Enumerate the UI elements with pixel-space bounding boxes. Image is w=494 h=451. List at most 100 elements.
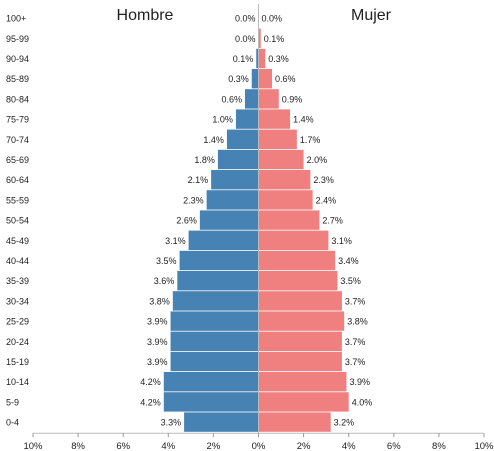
age-label-60-64: 60-64 — [6, 175, 29, 185]
bar-female-65-69 — [258, 149, 304, 170]
bar-female-10-14 — [258, 372, 347, 392]
age-label-0-4: 0-4 — [6, 418, 19, 428]
bar-female-45-49 — [258, 230, 329, 250]
female-value-label-10-14: 3.9% — [349, 377, 370, 387]
female-value-label-80-84: 0.9% — [282, 94, 303, 104]
bar-female-30-34 — [258, 291, 342, 311]
female-value-label-50-54: 2.7% — [322, 216, 343, 226]
bar-male-50-54 — [199, 210, 259, 230]
male-value-label-20-24: 3.9% — [147, 337, 168, 347]
male-value-label-15-19: 3.9% — [147, 357, 168, 367]
age-label-5-9: 5-9 — [6, 397, 19, 407]
male-value-label-10-14: 4.2% — [140, 377, 161, 387]
bar-female-75-79 — [258, 109, 291, 129]
age-label-50-54: 50-54 — [6, 216, 29, 226]
bar-female-0-4 — [258, 412, 331, 432]
x-tick-label-3: 4% — [161, 441, 175, 451]
age-label-20-24: 20-24 — [6, 337, 29, 347]
x-tick-label-6: 2% — [297, 441, 311, 451]
female-value-label-100+: 0.0% — [262, 14, 283, 24]
female-value-label-90-94: 0.3% — [268, 54, 289, 64]
male-value-label-60-64: 2.1% — [188, 175, 209, 185]
male-value-label-55-59: 2.3% — [183, 195, 204, 205]
male-value-label-75-79: 1.0% — [212, 115, 233, 125]
male-side-title: Hombre — [117, 7, 174, 24]
age-label-65-69: 65-69 — [6, 155, 29, 165]
female-value-label-20-24: 3.7% — [345, 337, 366, 347]
x-tick-label-2: 6% — [116, 441, 130, 451]
bar-female-20-24 — [258, 331, 342, 351]
age-label-45-49: 45-49 — [6, 236, 29, 246]
male-value-label-45-49: 3.1% — [165, 236, 186, 246]
age-label-15-19: 15-19 — [6, 357, 29, 367]
bar-female-60-64 — [258, 170, 311, 190]
female-value-label-70-74: 1.7% — [300, 135, 321, 145]
age-label-75-79: 75-79 — [6, 115, 29, 125]
age-label-85-89: 85-89 — [6, 74, 29, 84]
bar-male-45-49 — [188, 230, 259, 250]
male-value-label-35-39: 3.6% — [154, 276, 175, 286]
bar-female-5-9 — [258, 392, 349, 412]
x-tick-label-8: 6% — [387, 441, 401, 451]
male-value-label-95-99: 0.0% — [235, 34, 256, 44]
male-value-label-85-89: 0.3% — [228, 74, 249, 84]
male-value-label-40-44: 3.5% — [156, 256, 177, 266]
age-label-100+: 100+ — [6, 14, 26, 24]
bar-male-80-84 — [244, 89, 259, 109]
bar-female-25-29 — [258, 311, 345, 331]
female-value-label-25-29: 3.8% — [347, 317, 368, 327]
female-value-label-75-79: 1.4% — [293, 115, 314, 125]
female-value-label-35-39: 3.5% — [340, 276, 361, 286]
bar-male-25-29 — [170, 311, 259, 331]
bar-male-55-59 — [206, 190, 259, 210]
age-label-25-29: 25-29 — [6, 317, 29, 327]
bar-male-35-39 — [177, 271, 259, 291]
age-label-30-34: 30-34 — [6, 296, 29, 306]
bar-male-40-44 — [179, 250, 259, 271]
age-label-80-84: 80-84 — [6, 94, 29, 104]
age-label-35-39: 35-39 — [6, 276, 29, 286]
x-tick-label-7: 4% — [342, 441, 356, 451]
bar-male-10-14 — [163, 372, 259, 392]
male-value-label-25-29: 3.9% — [147, 317, 168, 327]
x-axis: 10% 8% 6% 4% 2% 0% 2% 4% 6% 8% 10% — [23, 4, 494, 451]
age-label-95-99: 95-99 — [6, 34, 29, 44]
bar-female-70-74 — [258, 129, 297, 149]
age-label-55-59: 55-59 — [6, 195, 29, 205]
male-value-label-70-74: 1.4% — [203, 135, 224, 145]
male-value-label-65-69: 1.8% — [194, 155, 215, 165]
bar-male-90-94 — [256, 48, 259, 69]
labels-layer: 100+ 0.0% 0.0% 95-99 0.0% 0.1% 90-94 0.1% 0.3% 85… — [6, 14, 372, 428]
x-tick-label-9: 8% — [432, 441, 446, 451]
x-tick-label-10: 10% — [474, 441, 494, 451]
x-tick-label-4: 2% — [207, 441, 221, 451]
bar-male-85-89 — [251, 69, 259, 89]
bar-male-75-79 — [235, 109, 259, 129]
bar-female-40-44 — [258, 250, 336, 271]
female-value-label-15-19: 3.7% — [345, 357, 366, 367]
age-label-70-74: 70-74 — [6, 135, 29, 145]
male-value-label-30-34: 3.8% — [149, 296, 170, 306]
bar-male-60-64 — [211, 170, 259, 190]
age-label-10-14: 10-14 — [6, 377, 29, 387]
female-value-label-0-4: 3.2% — [334, 418, 355, 428]
bar-male-65-69 — [217, 149, 259, 170]
bar-male-30-34 — [172, 291, 259, 311]
age-label-40-44: 40-44 — [6, 256, 29, 266]
female-value-label-5-9: 4.0% — [352, 397, 373, 407]
female-value-label-45-49: 3.1% — [331, 236, 352, 246]
x-tick-label-5: 0% — [252, 441, 266, 451]
bar-female-85-89 — [258, 69, 273, 89]
female-side-title: Mujer — [351, 7, 392, 24]
bar-female-15-19 — [258, 351, 342, 372]
bar-female-90-94 — [258, 48, 266, 69]
bar-female-35-39 — [258, 271, 338, 291]
male-value-label-100+: 0.0% — [235, 14, 256, 24]
bar-male-20-24 — [170, 331, 259, 351]
bar-female-55-59 — [258, 190, 313, 210]
male-value-label-5-9: 4.2% — [140, 397, 161, 407]
bar-male-5-9 — [163, 392, 259, 412]
x-tick-label-1: 8% — [71, 441, 85, 451]
male-value-label-90-94: 0.1% — [233, 54, 254, 64]
